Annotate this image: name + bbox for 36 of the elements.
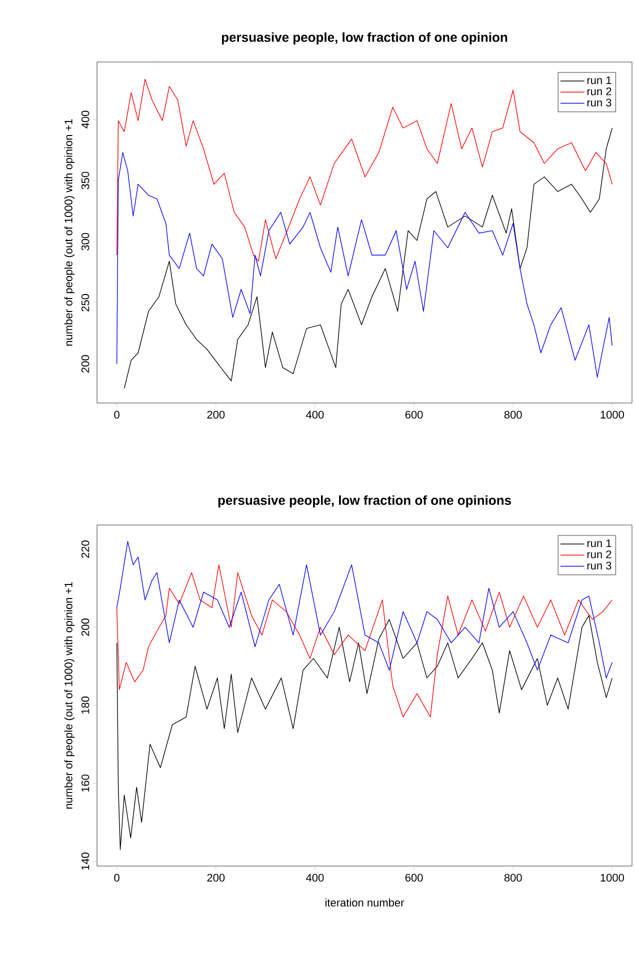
y-tick-label: 180 bbox=[81, 696, 90, 714]
y-axis-title: number of people (out of 1000) with opinion +1 bbox=[64, 119, 75, 346]
legend-label: run 2 bbox=[587, 88, 612, 96]
x-tick-label: 0 bbox=[114, 874, 120, 882]
y-tick-label: 200 bbox=[81, 355, 90, 373]
y-tick-label: 140 bbox=[81, 852, 90, 870]
y-tick-label: 350 bbox=[81, 172, 90, 190]
line-series bbox=[116, 541, 613, 678]
x-tick-label: 400 bbox=[306, 874, 324, 882]
x-tick-label: 0 bbox=[114, 410, 120, 419]
chart-title: persuasive people, low fraction of one opinions bbox=[218, 495, 511, 508]
x-tick-label: 800 bbox=[504, 874, 522, 882]
x-tick-label: 600 bbox=[405, 874, 423, 882]
chart-title: persuasive people, low fraction of one opinion bbox=[222, 32, 508, 44]
legend-label: run 1 bbox=[587, 539, 612, 548]
x-axis-title: iteration number bbox=[325, 898, 404, 907]
legend-label: run 3 bbox=[587, 98, 612, 106]
x-tick-label: 1000 bbox=[600, 874, 624, 882]
x-tick-label: 200 bbox=[207, 410, 225, 419]
y-tick-label: 250 bbox=[81, 294, 90, 312]
y-tick-label: 160 bbox=[81, 774, 90, 792]
y-tick-label: 400 bbox=[81, 110, 90, 128]
x-tick-label: 800 bbox=[504, 410, 522, 419]
legend-label: run 2 bbox=[587, 550, 612, 558]
x-tick-label: 1000 bbox=[600, 410, 624, 419]
y-axis-title: number of people (out of 1000) with opinion +1 bbox=[64, 582, 75, 809]
y-tick-label: 200 bbox=[81, 618, 90, 636]
line-series bbox=[116, 615, 613, 850]
x-tick-label: 200 bbox=[207, 874, 225, 882]
line-series bbox=[116, 78, 613, 262]
x-tick-label: 400 bbox=[306, 410, 324, 419]
y-tick-label: 220 bbox=[81, 540, 90, 558]
y-tick-label: 300 bbox=[81, 232, 90, 250]
x-tick-label: 600 bbox=[405, 410, 423, 419]
legend-label: run 3 bbox=[587, 562, 612, 570]
legend-label: run 1 bbox=[587, 76, 612, 84]
